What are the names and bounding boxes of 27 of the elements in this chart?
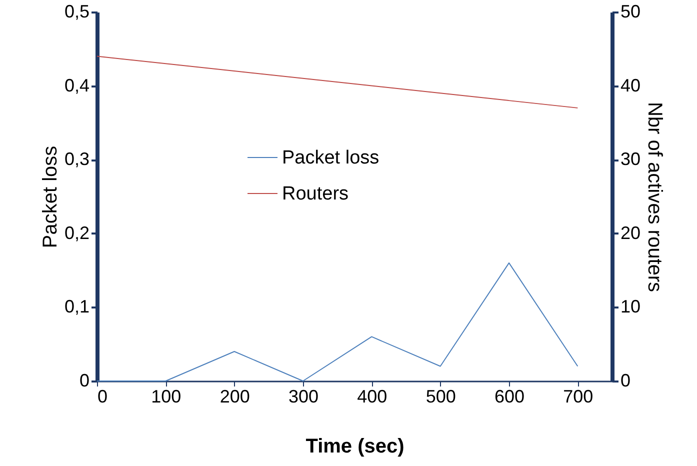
line-series [96, 262, 578, 382]
y-tick-label: 0,2 [64, 222, 90, 243]
x-tick-label: 600 [494, 386, 525, 406]
y-tick-label: 0,3 [64, 149, 90, 170]
x-tick-label: 500 [426, 386, 456, 406]
y2-tick-label: 30 [620, 149, 641, 170]
y-tick-label: 0 [79, 370, 90, 390]
y2-axis-title: Nbr of actives routers [644, 102, 666, 292]
y2-tick-label: 0 [620, 370, 631, 390]
y-tick-label: 0,4 [64, 75, 90, 96]
x-tick-label: 400 [357, 386, 388, 406]
x-tick-label: 0 [98, 386, 108, 406]
y2-tick-label: 10 [620, 296, 641, 317]
y2-tick-label: 40 [620, 75, 641, 96]
x-axis-title: Time (sec) [306, 436, 404, 458]
x-tick-label: 200 [220, 386, 250, 406]
legend-label: Packet loss [282, 148, 380, 168]
y-axis-title: Packet loss [39, 146, 62, 248]
y2-tick-label: 50 [620, 2, 641, 22]
line-series [96, 56, 578, 108]
y-tick-label: 0,1 [64, 296, 90, 317]
x-tick-label: 300 [288, 386, 319, 406]
y2-tick-label: 20 [620, 222, 641, 243]
legend-label: Routers [282, 184, 349, 204]
x-tick-label: 100 [151, 386, 182, 406]
y-tick-label: 0,5 [64, 2, 90, 22]
x-tick-label: 700 [563, 386, 594, 406]
